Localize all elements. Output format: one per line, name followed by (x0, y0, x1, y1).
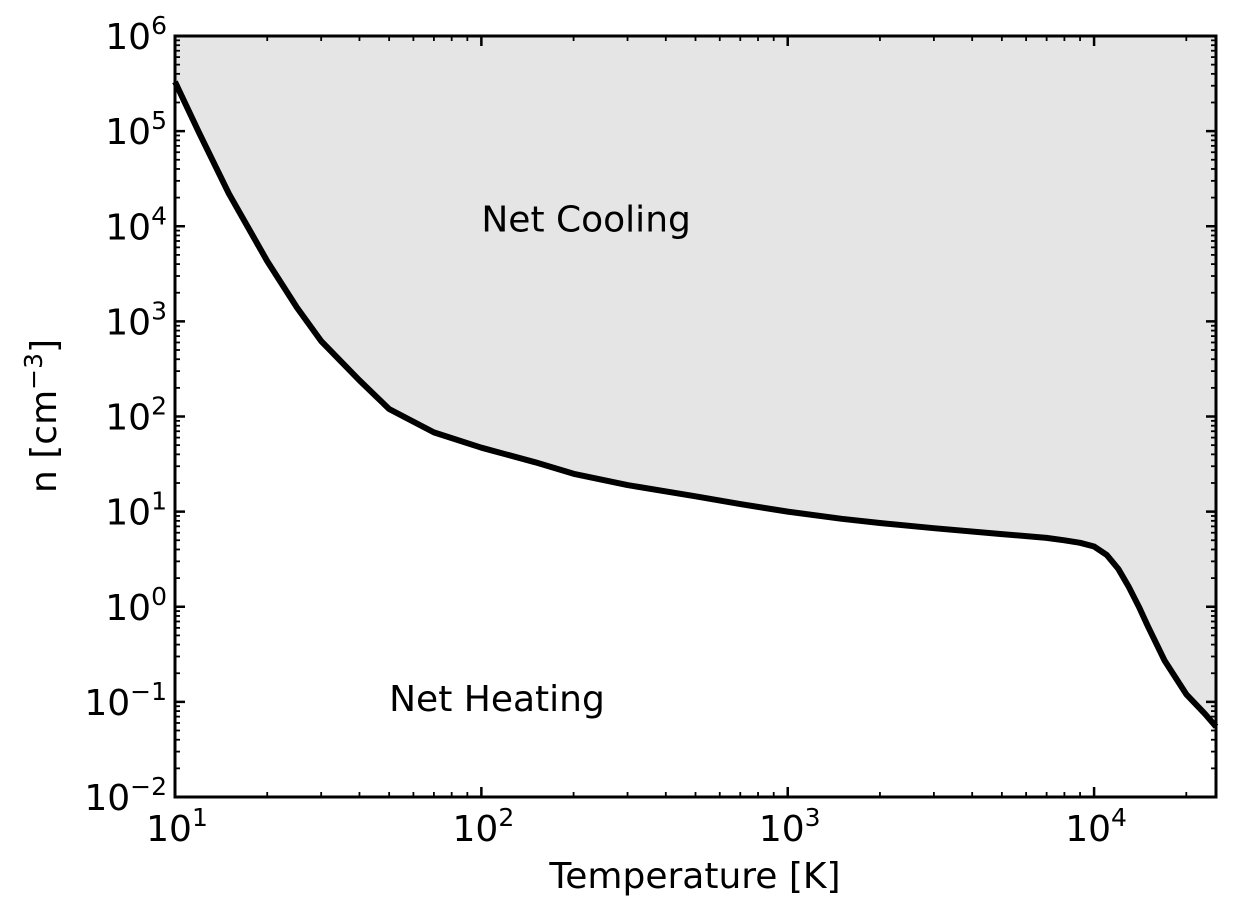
x-tick-label: 104 (1065, 803, 1127, 850)
x-tick-label: 103 (759, 803, 821, 850)
y-tick-label: 104 (105, 201, 167, 248)
x-tick-labels: 101 102 103 104 (146, 803, 1127, 850)
y-tick-label: 100 (105, 582, 167, 629)
major-ticks (173, 34, 1216, 799)
y-tick-label: 103 (105, 296, 167, 343)
x-tick-label: 102 (453, 803, 515, 850)
x-axis-label: Temperature [K] (548, 856, 840, 897)
x-tick-label: 101 (146, 803, 208, 850)
y-tick-label: 101 (105, 487, 167, 534)
y-axis-label-main: n [cm (24, 390, 65, 493)
threshold-curve-fill-mask (175, 81, 1216, 798)
y-axis-label: n [cm−3] (19, 339, 65, 493)
region-annotation: Net Heating (389, 679, 605, 720)
threshold-curve (172, 80, 1219, 729)
y-axis-label-exponent: −3 (19, 353, 48, 390)
y-tick-label: 10−1 (84, 677, 167, 724)
y-tick-label: 106 (105, 11, 167, 58)
plot-frame (173, 34, 1218, 799)
annotations: Net Cooling Net Heating (389, 200, 691, 720)
y-tick-labels: 10−2 10−1 100 101 102 103 104 105 106 (84, 11, 167, 819)
region-annotation: Net Cooling (481, 200, 690, 241)
y-tick-label: 105 (105, 106, 167, 153)
y-tick-label: 102 (105, 392, 167, 439)
y-axis-label-close: ] (24, 339, 65, 353)
y-tick-label: 10−2 (84, 772, 167, 819)
